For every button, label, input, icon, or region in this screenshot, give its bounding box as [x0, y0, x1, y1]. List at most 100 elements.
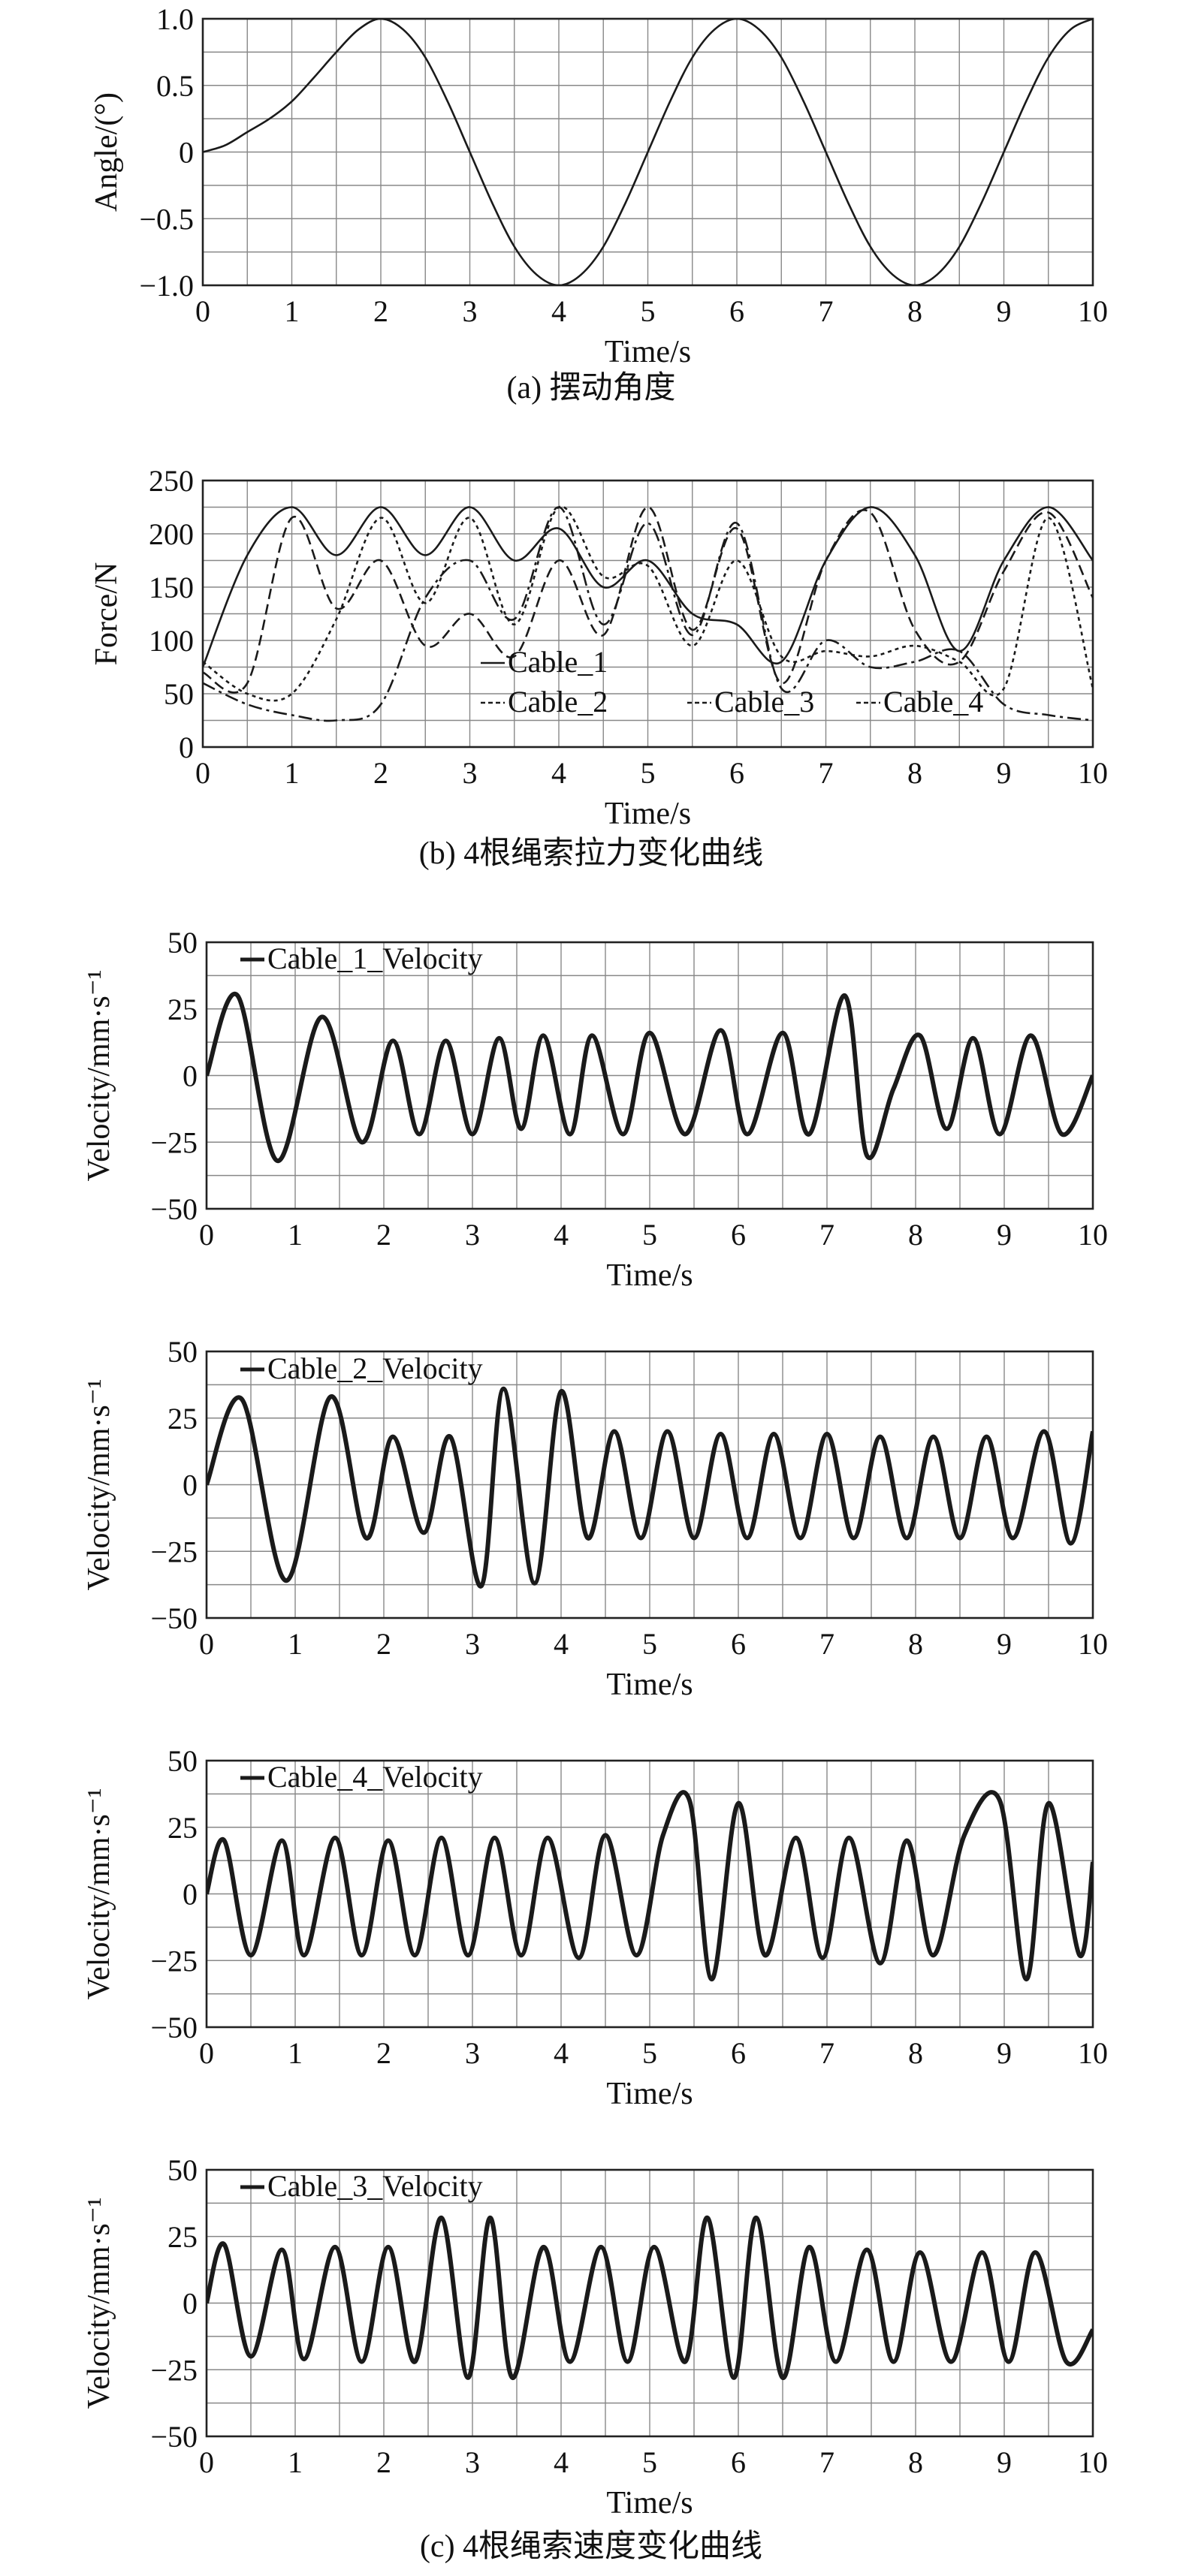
series-line-cable_2	[203, 506, 1093, 694]
legend-label: Cable_2_Velocity	[267, 1351, 483, 1385]
x-tick-label: 8	[908, 1218, 923, 1252]
x-tick-label: 9	[997, 294, 1012, 328]
x-tick-label: 2	[376, 1218, 391, 1252]
x-tick-label: 6	[731, 2445, 746, 2479]
x-tick-label: 10	[1078, 2036, 1108, 2070]
x-axis-label: Time/s	[606, 2486, 693, 2520]
x-axis-label: Time/s	[605, 797, 691, 831]
y-tick-label: −1.0	[139, 269, 194, 303]
x-tick-label: 0	[199, 2445, 214, 2479]
y-tick-label: −50	[150, 2011, 198, 2044]
x-tick-label: 3	[463, 756, 478, 790]
x-tick-label: 1	[288, 1218, 303, 1252]
x-tick-label: 10	[1078, 1627, 1108, 1661]
legend-label: Cable_2	[508, 685, 608, 719]
y-tick-label: −25	[150, 1125, 198, 1159]
y-axis-label: Velocity/mm·s⁻¹	[82, 2197, 116, 2409]
y-tick-label: 0	[183, 1469, 198, 1502]
x-tick-label: 7	[819, 756, 834, 790]
legend-label: Cable_1	[508, 645, 608, 679]
legend-label: Cable_3	[714, 685, 814, 719]
x-axis-label: Time/s	[605, 335, 691, 369]
x-tick-label: 4	[554, 2036, 569, 2070]
y-tick-label: −0.5	[139, 202, 194, 236]
plot-frame	[201, 479, 1094, 749]
x-tick-label: 2	[376, 2036, 391, 2070]
y-tick-label: −50	[150, 2420, 198, 2454]
x-tick-label: 10	[1078, 294, 1108, 328]
y-tick-label: 50	[167, 1744, 198, 1778]
x-tick-label: 2	[376, 1627, 391, 1661]
x-tick-label: 6	[729, 756, 744, 790]
series-line-cable_1	[203, 506, 1093, 667]
x-tick-label: 4	[554, 2445, 569, 2479]
chart-panel-c2: 0 1 2 3 4 5 6 7 8 9 10 50 25 0 −25 −50 Time/s Velocity/mm…	[82, 1335, 1108, 1702]
figure-caption: (c) 4根绳索速度变化曲线	[420, 2529, 762, 2564]
x-tick-label: 4	[554, 1627, 569, 1661]
x-tick-label: 10	[1078, 2445, 1108, 2479]
x-tick-label: 3	[465, 1627, 480, 1661]
y-axis-label: Velocity/mm·s⁻¹	[82, 1788, 116, 1999]
chart-panel-a: 0 1 2 3 4 5 6 7 8 9 10 1.0 0.5 0 −0.5 −1.0 Time/s Angle/(…	[89, 2, 1108, 405]
y-tick-label: 25	[167, 993, 198, 1026]
y-tick-label: 50	[167, 2153, 198, 2187]
x-tick-label: 3	[465, 1218, 480, 1252]
y-tick-label: 25	[167, 1811, 198, 1845]
x-tick-label: 7	[819, 1627, 834, 1661]
y-tick-label: 1.0	[156, 2, 194, 36]
x-tick-label: 0	[199, 1627, 214, 1661]
x-tick-label: 9	[997, 1218, 1012, 1252]
x-tick-label: 4	[551, 756, 566, 790]
x-tick-label: 6	[731, 1627, 746, 1661]
y-tick-label: −25	[150, 2353, 198, 2387]
x-tick-label: 5	[642, 2036, 657, 2070]
y-tick-label: 25	[167, 2220, 198, 2254]
x-tick-label: 10	[1078, 756, 1108, 790]
x-tick-label: 7	[819, 2445, 834, 2479]
y-tick-label: 50	[167, 926, 198, 960]
y-tick-label: −25	[150, 1535, 198, 1568]
y-tick-label: −50	[150, 1601, 198, 1635]
legend-label: Cable_1_Velocity	[267, 942, 483, 975]
series-line-cable_3_velocity	[207, 2215, 1093, 2380]
legend-label: Cable_4_Velocity	[267, 1760, 483, 1794]
y-tick-label: 0.5	[156, 69, 194, 103]
figure-caption: (a) 摆动角度	[506, 371, 675, 405]
x-tick-label: 6	[731, 1218, 746, 1252]
y-tick-label: 200	[149, 517, 194, 551]
x-tick-label: 1	[288, 2036, 303, 2070]
x-tick-label: 0	[199, 1218, 214, 1252]
y-tick-label: 0	[183, 1878, 198, 1912]
x-tick-label: 9	[997, 2036, 1012, 2070]
x-tick-label: 8	[907, 294, 922, 328]
x-tick-label: 9	[997, 2445, 1012, 2479]
x-tick-label: 9	[997, 756, 1012, 790]
x-tick-label: 4	[554, 1218, 569, 1252]
y-tick-label: 25	[167, 1402, 198, 1436]
x-tick-label: 5	[642, 1218, 657, 1252]
x-tick-label: 7	[819, 294, 834, 328]
x-axis-label: Time/s	[606, 2077, 693, 2111]
y-tick-label: −25	[150, 1944, 198, 1978]
x-tick-label: 2	[373, 756, 388, 790]
x-tick-label: 6	[729, 294, 744, 328]
y-tick-label: 50	[164, 677, 194, 711]
legend-label: Cable_4	[883, 685, 983, 719]
series-line-cable_1_velocity	[207, 991, 1093, 1164]
y-tick-label: 0	[179, 136, 194, 170]
y-tick-label: 0	[183, 1059, 198, 1093]
x-tick-label: 8	[908, 2036, 923, 2070]
x-tick-label: 6	[731, 2036, 746, 2070]
x-tick-label: 2	[376, 2445, 391, 2479]
chart-panel-c1: 0 1 2 3 4 5 6 7 8 9 10 50 25 0 −25 −50 Time/s Velocity/mm…	[82, 926, 1108, 1293]
series-line-angle	[203, 19, 1093, 285]
y-tick-label: 0	[179, 731, 194, 764]
x-tick-label: 5	[641, 294, 656, 328]
legend-label: Cable_3_Velocity	[267, 2169, 483, 2203]
x-tick-label: 3	[463, 294, 478, 328]
x-tick-label: 7	[819, 1218, 834, 1252]
y-axis-label: Velocity/mm·s⁻¹	[82, 969, 116, 1181]
x-tick-label: 8	[907, 756, 922, 790]
series-line-cable_3	[203, 505, 1093, 702]
